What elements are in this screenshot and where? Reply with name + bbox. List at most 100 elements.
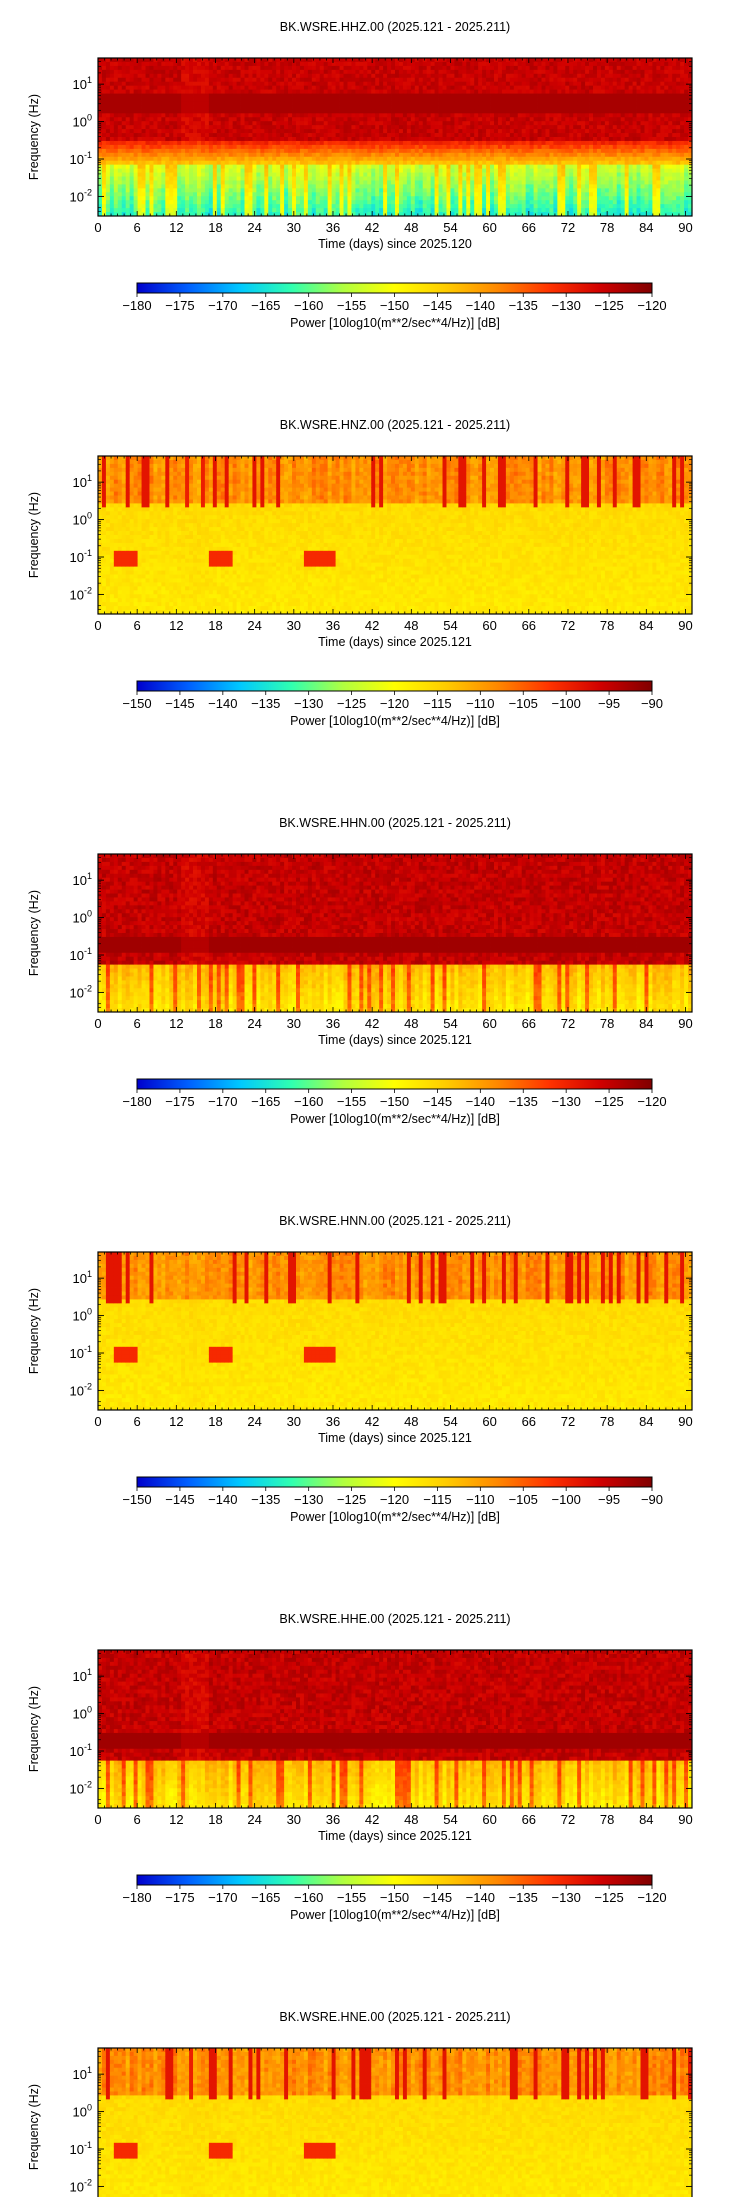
- heatmap-cell: [501, 93, 507, 98]
- heatmap-cell: [204, 89, 210, 94]
- heatmap-cell: [490, 125, 495, 130]
- heatmap-cell: [161, 200, 166, 205]
- heatmap-cell: [216, 61, 222, 67]
- heatmap-cell: [276, 204, 281, 209]
- heatmap-cell: [117, 192, 123, 197]
- heatmap-cell: [280, 58, 285, 63]
- heatmap-cell: [545, 192, 550, 197]
- heatmap-cell: [260, 148, 265, 154]
- heatmap-cell: [280, 73, 285, 79]
- heatmap-cell: [200, 137, 206, 142]
- heatmap-cell: [359, 85, 364, 90]
- heatmap-cell: [129, 58, 135, 63]
- heatmap-cell: [224, 188, 230, 193]
- heatmap-cell: [173, 133, 178, 138]
- heatmap-cell: [319, 188, 325, 193]
- heatmap-cell: [418, 144, 424, 150]
- heatmap-cell: [565, 93, 570, 98]
- heatmap-cell: [486, 196, 491, 201]
- heatmap-cell: [509, 180, 515, 185]
- heatmap-cell: [272, 172, 277, 177]
- heatmap-cell: [129, 101, 135, 106]
- heatmap-cell: [240, 140, 245, 146]
- heatmap-cell: [177, 113, 182, 118]
- heatmap-cell: [169, 77, 174, 83]
- heatmap-cell: [331, 73, 336, 79]
- heatmap-cell: [240, 61, 245, 67]
- heatmap-cell: [406, 97, 412, 102]
- heatmap-cell: [414, 137, 420, 142]
- heatmap-cell: [521, 180, 527, 185]
- heatmap-cell: [513, 168, 519, 173]
- heatmap-cell: [307, 105, 313, 110]
- heatmap-cell: [296, 137, 301, 142]
- heatmap-cell: [216, 140, 222, 146]
- heatmap-cell: [323, 121, 329, 126]
- heatmap-cell: [343, 172, 348, 177]
- heatmap-cell: [589, 140, 594, 146]
- heatmap-cell: [497, 196, 503, 201]
- heatmap-cell: [288, 129, 293, 134]
- heatmap-cell: [113, 117, 119, 122]
- heatmap-cell: [311, 172, 317, 177]
- heatmap-cell: [367, 73, 372, 79]
- heatmap-cell: [288, 140, 293, 146]
- heatmap-cell: [521, 188, 527, 193]
- heatmap-cell: [292, 113, 297, 118]
- heatmap-cell: [418, 137, 424, 142]
- heatmap-cell: [339, 105, 344, 110]
- heatmap-cell: [284, 137, 289, 142]
- heatmap-cell: [537, 192, 542, 197]
- heatmap-cell: [323, 164, 329, 169]
- heatmap-cell: [557, 73, 562, 79]
- heatmap-cell: [149, 188, 154, 193]
- heatmap-cell: [228, 152, 234, 158]
- heatmap-cell: [430, 176, 435, 181]
- heatmap-cell: [189, 212, 194, 216]
- heatmap-cell: [391, 58, 396, 63]
- heatmap-cell: [426, 176, 432, 181]
- heatmap-cell: [303, 180, 309, 185]
- heatmap-cell: [490, 160, 495, 166]
- heatmap-cell: [474, 164, 479, 169]
- heatmap-cell: [509, 212, 515, 216]
- heatmap-cell: [454, 97, 459, 102]
- heatmap-cell: [200, 81, 206, 87]
- heatmap-cell: [137, 77, 142, 83]
- heatmap-cell: [371, 117, 376, 122]
- heatmap-cell: [327, 188, 333, 193]
- heatmap-cell: [402, 164, 408, 169]
- heatmap-cell: [173, 77, 178, 83]
- heatmap-cell: [549, 188, 554, 193]
- heatmap-cell: [359, 58, 364, 63]
- heatmap-cell: [387, 61, 392, 67]
- heatmap-cell: [581, 61, 586, 67]
- heatmap-cell: [276, 212, 281, 216]
- heatmap-cell: [355, 140, 360, 146]
- heatmap-cell: [177, 117, 182, 122]
- heatmap-cell: [169, 69, 174, 75]
- heatmap-cell: [212, 137, 218, 142]
- heatmap-cell: [268, 176, 273, 181]
- heatmap-cell: [509, 61, 515, 67]
- heatmap-cell: [573, 85, 578, 90]
- heatmap-cell: [418, 65, 424, 71]
- heatmap-cell: [553, 196, 558, 201]
- heatmap-cell: [220, 184, 226, 189]
- heatmap-cell: [486, 77, 491, 83]
- heatmap-cell: [589, 144, 594, 150]
- heatmap-cell: [153, 101, 158, 106]
- heatmap-cell: [272, 73, 277, 79]
- heatmap-cell: [549, 109, 554, 114]
- heatmap-cell: [299, 85, 305, 90]
- heatmap-cell: [565, 180, 570, 185]
- heatmap-cell: [109, 101, 115, 106]
- heatmap-cell: [185, 208, 190, 213]
- heatmap-cell: [149, 113, 154, 118]
- heatmap-cell: [220, 160, 226, 166]
- heatmap-cell: [296, 140, 301, 146]
- heatmap-cell: [442, 192, 447, 197]
- heatmap-cell: [121, 196, 127, 201]
- heatmap-cell: [422, 113, 428, 118]
- heatmap-cell: [391, 93, 396, 98]
